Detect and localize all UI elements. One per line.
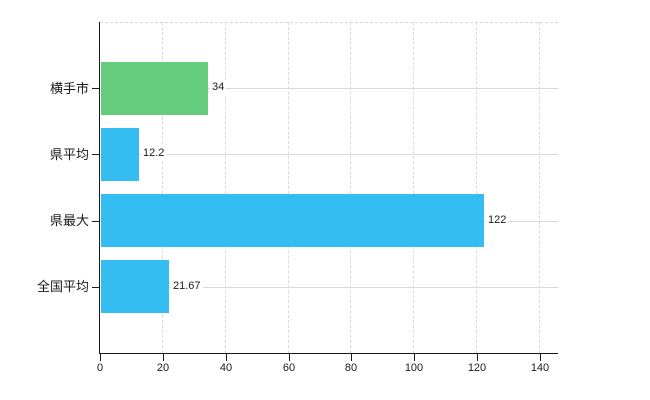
v-gridline [161, 22, 163, 353]
x-tick-label: 120 [467, 362, 487, 374]
bar-value-label: 21.67 [171, 279, 203, 294]
y-tick-mark [92, 221, 100, 222]
x-tick-mark [477, 353, 478, 361]
category-tick-label: 全国平均 [36, 279, 89, 294]
x-tick-label: 40 [219, 362, 233, 374]
y-axis-line [99, 22, 100, 354]
v-gridline [413, 22, 415, 353]
x-axis-line [99, 353, 558, 354]
y-tick-mark [92, 287, 100, 288]
x-tick-mark [100, 353, 101, 361]
bar-value-label: 12.2 [141, 146, 167, 161]
v-gridline [224, 22, 226, 353]
y-tick-mark [92, 88, 100, 89]
y-tick-mark [92, 154, 100, 155]
category-tick-label: 県平均 [49, 147, 89, 162]
x-tick-mark [289, 353, 290, 361]
bar [101, 62, 208, 115]
v-gridline [350, 22, 352, 353]
h-gridline [100, 154, 558, 155]
v-gridline [476, 22, 478, 353]
x-tick-label: 20 [156, 362, 170, 374]
category-tick-label: 県最大 [49, 213, 89, 228]
x-tick-mark [540, 353, 541, 361]
bar [101, 260, 169, 313]
x-tick-mark [226, 353, 227, 361]
x-tick-label: 60 [282, 362, 296, 374]
bar-value-label: 122 [486, 213, 509, 228]
category-tick-label: 横手市 [49, 81, 89, 96]
x-tick-mark [351, 353, 352, 361]
bar [101, 194, 484, 247]
x-tick-label: 100 [404, 362, 424, 374]
x-tick-label: 80 [344, 362, 358, 374]
bar [101, 128, 139, 181]
x-tick-label: 0 [96, 362, 104, 374]
h-gridline [100, 287, 558, 288]
x-tick-label: 140 [530, 362, 550, 374]
x-tick-mark [414, 353, 415, 361]
x-tick-mark [163, 353, 164, 361]
h-gridline [100, 88, 558, 89]
v-gridline [287, 22, 289, 353]
plot-area [100, 22, 558, 353]
bar-value-label: 34 [210, 80, 227, 95]
v-gridline [539, 22, 540, 353]
